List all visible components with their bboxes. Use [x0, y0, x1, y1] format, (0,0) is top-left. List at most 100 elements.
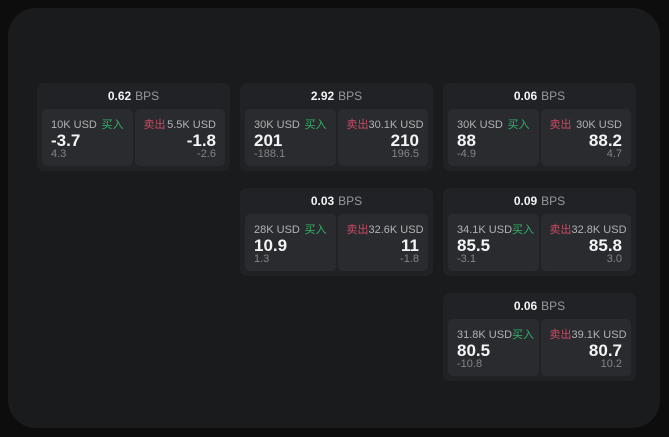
- card-header: 2.92 BPS: [240, 83, 433, 109]
- bps-unit-label: BPS: [541, 194, 566, 208]
- quote-card: 0.62 BPS 10K USD 买入 -3.7 4.3 卖出 5.5K USD: [37, 83, 230, 171]
- buy-tile-header: 30K USD 买入: [457, 116, 530, 132]
- sell-price: 11: [401, 236, 419, 255]
- buy-label: 买入: [512, 329, 535, 341]
- buy-size: 28K USD: [254, 224, 300, 236]
- sell-delta: -2.6: [197, 148, 216, 160]
- sell-delta: 3.0: [606, 253, 622, 265]
- sell-delta: 10.2: [600, 358, 622, 370]
- quote-card: 0.06 BPS 31.8K USD 买入 80.5 -10.8 卖出 39.1…: [443, 293, 636, 381]
- sell-tile-header: 卖出 5.5K USD: [144, 116, 217, 132]
- buy-delta: 1.3: [254, 253, 270, 265]
- sell-size: 30K USD: [576, 119, 622, 131]
- bps-value: 0.62: [107, 89, 132, 103]
- sell-tile[interactable]: 卖出 5.5K USD -1.8 -2.6: [134, 109, 225, 166]
- sell-price: 85.8: [588, 236, 622, 255]
- sell-label: 卖出: [549, 119, 572, 131]
- sell-tile-header: 卖出 30K USD: [550, 116, 623, 132]
- buy-tile[interactable]: 34.1K USD 买入 85.5 -3.1: [448, 214, 539, 271]
- sell-price: 88.2: [588, 131, 622, 150]
- sell-tile-header: 卖出 39.1K USD: [549, 326, 627, 342]
- buy-delta: -10.8: [457, 358, 483, 370]
- sell-size: 39.1K USD: [571, 329, 627, 341]
- buy-delta: -4.9: [457, 148, 476, 160]
- buy-label: 买入: [304, 119, 327, 131]
- quote-card: 2.92 BPS 30K USD 买入 201 -188.1 卖出 30.1K …: [240, 83, 433, 171]
- sell-tile-header: 卖出 30.1K USD: [346, 116, 424, 132]
- sell-tile[interactable]: 卖出 32.8K USD 85.8 3.0: [540, 214, 631, 271]
- bps-unit-label: BPS: [541, 299, 566, 313]
- buy-tile-header: 30K USD 买入: [254, 116, 327, 132]
- bps-unit-label: BPS: [135, 89, 160, 103]
- sell-label: 卖出: [549, 329, 572, 341]
- bps-value: 2.92: [310, 89, 335, 103]
- sell-size: 32.6K USD: [368, 224, 424, 236]
- sell-size: 32.8K USD: [571, 224, 627, 236]
- quote-tiles: 30K USD 买入 88 -4.9 卖出 30K USD 88.2 4.7: [443, 109, 636, 171]
- bps-value: 0.06: [513, 89, 538, 103]
- buy-tile[interactable]: 10K USD 买入 -3.7 4.3: [42, 109, 133, 166]
- quote-tiles: 28K USD 买入 10.9 1.3 卖出 32.6K USD 11 -1.8: [240, 214, 433, 276]
- buy-label: 买入: [101, 119, 124, 131]
- quote-card: 0.06 BPS 30K USD 买入 88 -4.9 卖出 30K USD: [443, 83, 636, 171]
- card-header: 0.06 BPS: [443, 293, 636, 319]
- sell-tile-header: 卖出 32.8K USD: [549, 221, 627, 237]
- buy-delta: 4.3: [51, 148, 67, 160]
- buy-tile[interactable]: 31.8K USD 买入 80.5 -10.8: [448, 319, 539, 376]
- sell-delta: -1.8: [400, 253, 419, 265]
- sell-tile[interactable]: 卖出 30K USD 88.2 4.7: [540, 109, 631, 166]
- sell-delta: 196.5: [391, 148, 419, 160]
- buy-price: 10.9: [254, 236, 288, 255]
- card-header: 0.06 BPS: [443, 83, 636, 109]
- sell-tile-header: 卖出 32.6K USD: [346, 221, 424, 237]
- sell-tile[interactable]: 卖出 32.6K USD 11 -1.8: [337, 214, 428, 271]
- sell-label: 卖出: [346, 119, 369, 131]
- quote-card: 0.09 BPS 34.1K USD 买入 85.5 -3.1 卖出 32.8K…: [443, 188, 636, 276]
- buy-tile-header: 34.1K USD 买入: [457, 221, 534, 237]
- sell-price: 80.7: [588, 341, 622, 360]
- buy-price: -3.7: [51, 131, 81, 150]
- bps-unit-label: BPS: [338, 89, 363, 103]
- buy-delta: -3.1: [457, 253, 476, 265]
- buy-delta: -188.1: [254, 148, 286, 160]
- card-header: 0.62 BPS: [37, 83, 230, 109]
- buy-price: 88: [457, 131, 476, 150]
- sell-tile[interactable]: 卖出 39.1K USD 80.7 10.2: [540, 319, 631, 376]
- buy-size: 31.8K USD: [457, 329, 513, 341]
- sell-label: 卖出: [346, 224, 369, 236]
- bps-unit-label: BPS: [541, 89, 566, 103]
- sell-size: 5.5K USD: [167, 119, 216, 131]
- sell-price: -1.8: [186, 131, 216, 150]
- bps-unit-label: BPS: [338, 194, 363, 208]
- bps-value: 0.09: [513, 194, 538, 208]
- card-header: 0.09 BPS: [443, 188, 636, 214]
- sell-size: 30.1K USD: [368, 119, 424, 131]
- buy-price: 80.5: [457, 341, 491, 360]
- buy-tile[interactable]: 30K USD 买入 88 -4.9: [448, 109, 539, 166]
- buy-label: 买入: [304, 224, 327, 236]
- quote-card: 0.03 BPS 28K USD 买入 10.9 1.3 卖出 32.6K US…: [240, 188, 433, 276]
- quote-tiles: 31.8K USD 买入 80.5 -10.8 卖出 39.1K USD 80.…: [443, 319, 636, 381]
- buy-price: 201: [254, 131, 283, 150]
- buy-size: 34.1K USD: [457, 224, 513, 236]
- sell-label: 卖出: [549, 224, 572, 236]
- buy-label: 买入: [507, 119, 530, 131]
- quote-tiles: 30K USD 买入 201 -188.1 卖出 30.1K USD 210 1…: [240, 109, 433, 171]
- sell-label: 卖出: [143, 119, 166, 131]
- buy-label: 买入: [512, 224, 535, 236]
- buy-price: 85.5: [457, 236, 491, 255]
- buy-size: 30K USD: [254, 119, 300, 131]
- buy-tile[interactable]: 30K USD 买入 201 -188.1: [245, 109, 336, 166]
- sell-tile[interactable]: 卖出 30.1K USD 210 196.5: [337, 109, 428, 166]
- sell-price: 210: [390, 131, 419, 150]
- sell-delta: 4.7: [606, 148, 622, 160]
- app-panel: 0.62 BPS 10K USD 买入 -3.7 4.3 卖出 5.5K USD: [8, 8, 660, 428]
- buy-size: 30K USD: [457, 119, 503, 131]
- buy-tile[interactable]: 28K USD 买入 10.9 1.3: [245, 214, 336, 271]
- buy-tile-header: 28K USD 买入: [254, 221, 327, 237]
- buy-tile-header: 10K USD 买入: [51, 116, 124, 132]
- bps-value: 0.06: [513, 299, 538, 313]
- buy-tile-header: 31.8K USD 买入: [457, 326, 534, 342]
- bps-value: 0.03: [310, 194, 335, 208]
